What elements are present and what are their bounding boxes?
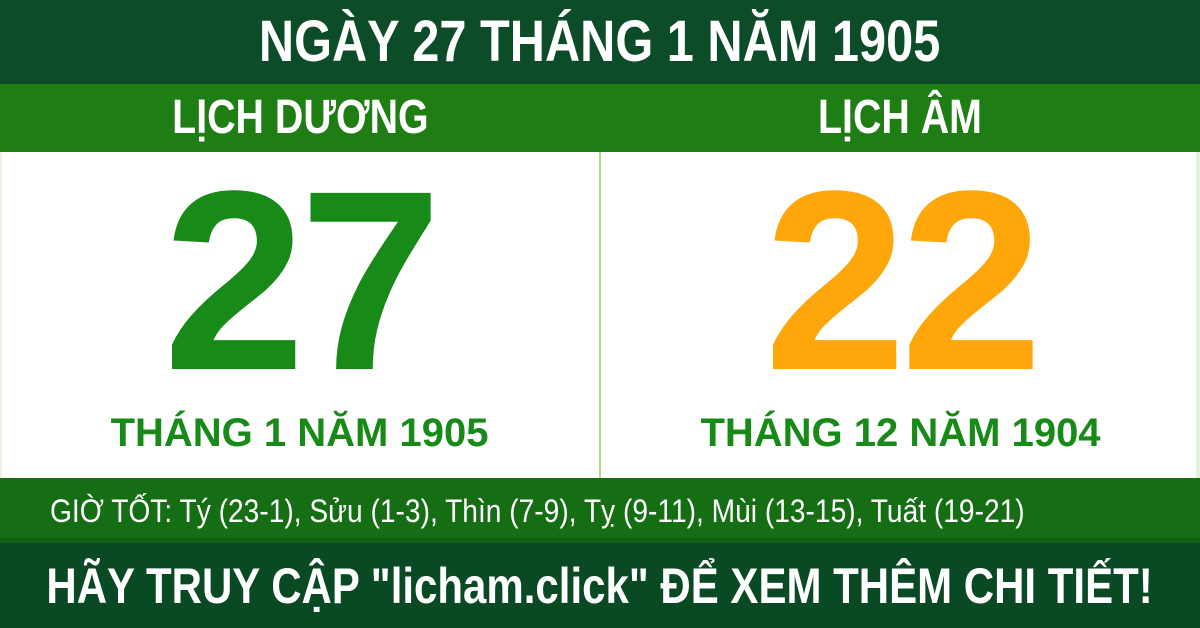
column-divider [599,152,601,478]
calendar-body: 27 THÁNG 1 NĂM 1905 22 THÁNG 12 NĂM 1904 [0,152,1200,478]
footer-bar: HÃY TRUY CẬP "licham.click" ĐỂ XEM THÊM … [0,543,1200,628]
lunar-calendar-label: LỊCH ÂM [818,91,982,144]
solar-calendar-header: LỊCH DƯƠNG [0,84,600,152]
lunar-panel: 22 THÁNG 12 NĂM 1904 [601,152,1200,478]
date-title: NGÀY 27 THÁNG 1 NĂM 1905 [259,9,941,74]
calendar-type-header: LỊCH DƯƠNG LỊCH ÂM [0,84,1200,152]
good-hours-text: GIỜ TỐT: Tý (23-1), Sửu (1-3), Thìn (7-9… [50,492,1025,529]
lunar-day-number: 22 [764,138,1043,425]
good-hours-bar: GIỜ TỐT: Tý (23-1), Sửu (1-3), Thìn (7-9… [0,478,1200,543]
date-title-bar: NGÀY 27 THÁNG 1 NĂM 1905 [0,0,1200,84]
solar-panel: 27 THÁNG 1 NĂM 1905 [0,152,599,478]
solar-day-number: 27 [163,138,442,425]
lunar-calendar-header: LỊCH ÂM [600,84,1200,152]
footer-cta-text: HÃY TRUY CẬP "licham.click" ĐỂ XEM THÊM … [46,557,1154,614]
solar-calendar-label: LỊCH DƯƠNG [171,91,429,144]
solar-month-year: THÁNG 1 NĂM 1905 [110,410,489,455]
lunar-month-year: THÁNG 12 NĂM 1904 [700,410,1101,455]
